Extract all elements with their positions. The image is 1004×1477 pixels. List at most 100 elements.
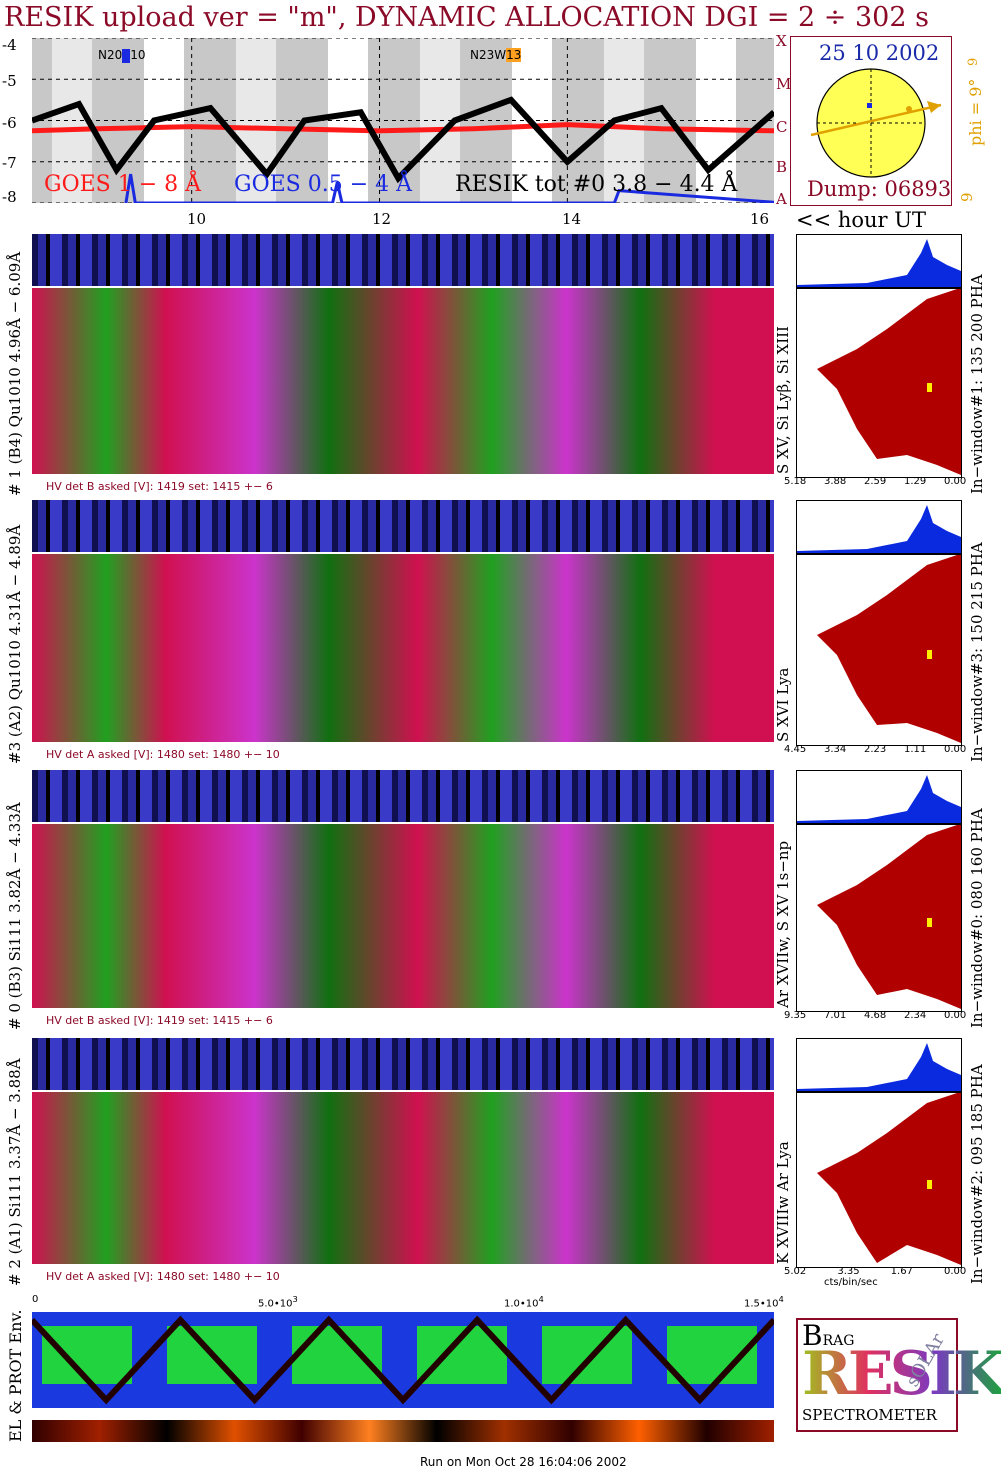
logo-word: RESIK xyxy=(802,1339,1004,1409)
spectrum-x-tick: 1.11 xyxy=(904,744,927,755)
pha-histogram xyxy=(796,770,962,824)
spectrum-x-tick: 3.88 xyxy=(824,476,847,487)
legend-goes-long: GOES 1 − 8 Å xyxy=(44,172,202,197)
env-label: EL & PROT Env. xyxy=(6,1309,25,1442)
pointing-marker xyxy=(867,103,872,108)
spectrum-x-tick: 2.34 xyxy=(904,1010,927,1021)
in-window-label: In−window#2: 095 185 PHA xyxy=(968,1064,986,1284)
hour-axis: 10 12 14 16 xyxy=(32,203,774,233)
pha-fill xyxy=(797,1043,961,1091)
spectrum-x-tick: 5.18 xyxy=(784,476,807,487)
hv-readout: HV det A asked [V]: 1480 set: 1480 +− 10 xyxy=(46,1270,280,1283)
hv-readout: HV det B asked [V]: 1419 set: 1415 +− 6 xyxy=(46,480,273,493)
region-a-marker xyxy=(122,48,131,63)
spectra-time-image xyxy=(32,288,774,474)
goes-lightcurve-panel xyxy=(32,38,774,203)
hour-tick: 16 xyxy=(750,210,770,228)
radiation-belt-band xyxy=(292,1326,382,1384)
particle-environment-panel xyxy=(32,1312,774,1408)
env-x-axis: 0 5.0•103 1.0•104 1.5•104 xyxy=(32,1292,784,1312)
env-x-tick: 1.5•104 xyxy=(744,1294,784,1310)
spectrum-x-axis: 5.02 3.35 1.67 0.00 cts/bin/sec xyxy=(784,1266,966,1288)
y-tick: -8 xyxy=(2,188,17,206)
phi-edge-label: 9 xyxy=(966,57,981,66)
pha-time-strip xyxy=(32,500,774,552)
flare-class-axis: X M C B A xyxy=(776,30,792,208)
in-window-label: In−window#3: 150 215 PHA xyxy=(968,542,986,762)
particle-environment-chart xyxy=(32,1315,774,1405)
hour-axis-label: << hour UT xyxy=(796,208,926,232)
detector-label: # 0 (B3) Si111 3.82Å − 4.33Å xyxy=(6,802,24,1030)
spectrum-profile xyxy=(796,554,962,746)
spectrum-fill xyxy=(817,825,961,1009)
spectrum-x-tick: 0.00 xyxy=(944,1010,967,1021)
resik-logo: BRAG RESIK sOLAr SPECTROMETER xyxy=(796,1318,1004,1432)
radiation-belt-band xyxy=(542,1326,632,1384)
pha-fill xyxy=(797,505,961,553)
class-label: X xyxy=(776,32,787,50)
series-line xyxy=(124,173,774,203)
y-tick: -4 xyxy=(2,36,17,54)
hv-readout: HV det B asked [V]: 1419 set: 1415 +− 6 xyxy=(46,1014,273,1027)
hour-tick: 10 xyxy=(187,210,207,228)
legend-goes-short: GOES 0.5 − 4 Å xyxy=(234,172,413,197)
class-label: C xyxy=(776,118,788,136)
y-tick: -7 xyxy=(2,154,17,172)
legend-resik-total: RESIK tot #0 3.8 − 4.4 Å xyxy=(455,172,738,197)
spectrum-x-tick: 1.29 xyxy=(904,476,927,487)
spectrum-x-tick: 7.01 xyxy=(824,1010,847,1021)
spectrum-x-tick: 3.35 xyxy=(837,1266,860,1277)
phi-label: phi = 9° xyxy=(966,78,985,146)
class-label: B xyxy=(776,158,788,176)
spectra-time-image xyxy=(32,824,774,1008)
logo-caption: SPECTROMETER xyxy=(802,1406,937,1424)
spectrum-x-axis: 9.35 7.01 4.68 2.34 0.00 xyxy=(784,1010,967,1024)
series-line xyxy=(32,96,774,184)
y-tick: -5 xyxy=(2,72,17,90)
spectrum-fill xyxy=(817,1093,961,1265)
spectrum-x-tick: 2.23 xyxy=(864,744,887,755)
spectra-time-image xyxy=(32,554,774,742)
sun-position-panel: 25 10 2002 Dump: 06893 xyxy=(790,36,952,206)
in-window-label: In−window#0: 080 160 PHA xyxy=(968,808,986,1028)
spectrum-profile xyxy=(796,824,962,1012)
detector-label: #3 (A2) Qu1010 4.31Å − 4.89Å xyxy=(6,524,24,764)
window-marker xyxy=(927,1180,932,1189)
spectrum-x-tick: 4.68 xyxy=(864,1010,887,1021)
goes-y-axis: -4 -5 -6 -7 -8 xyxy=(2,30,32,210)
pha-histogram xyxy=(796,1038,962,1092)
spectral-line-label: S XV, Si Lyβ, Si XIII xyxy=(774,326,792,474)
env-x-tick: 5.0•103 xyxy=(258,1294,298,1310)
spectrum-x-tick: 5.02 xyxy=(784,1266,807,1277)
active-region-a: N20 10 xyxy=(98,48,146,63)
spectrum-fill xyxy=(817,289,961,475)
pha-time-strip xyxy=(32,234,774,286)
spectrum-x-axis: 5.18 3.88 2.59 1.29 0.00 xyxy=(784,476,967,490)
class-label: M xyxy=(776,75,792,93)
in-window-label: In−window#1: 135 200 PHA xyxy=(968,274,986,494)
pha-fill xyxy=(797,775,961,823)
window-marker xyxy=(927,650,932,659)
window-marker xyxy=(927,383,932,392)
spectrum-profile xyxy=(796,288,962,478)
y-tick: -6 xyxy=(2,114,17,132)
spectrum-fill xyxy=(817,555,961,743)
spectrum-x-tick: 0.00 xyxy=(944,744,967,755)
detector-label: # 2 (A1) Si111 3.37Å − 3.88Å xyxy=(6,1058,24,1286)
spectrum-x-tick: 0.00 xyxy=(944,476,967,487)
phi-edge-label: 9 xyxy=(958,192,976,202)
spectrum-x-tick: 3.34 xyxy=(824,744,847,755)
pha-fill xyxy=(797,239,961,287)
pha-histogram xyxy=(796,234,962,288)
orbit-latitude-track xyxy=(32,1315,774,1405)
series-line xyxy=(32,122,774,134)
env-x-tick: 1.0•104 xyxy=(504,1294,544,1310)
spectrum-x-axis: 4.45 3.34 2.23 1.11 0.00 xyxy=(784,744,967,758)
phi-arrow xyxy=(810,103,942,137)
spectrum-x-tick: 4.45 xyxy=(784,744,807,755)
phi-dot xyxy=(906,106,912,112)
spectrum-x-tick: 1.67 xyxy=(890,1266,913,1277)
pha-time-strip xyxy=(32,770,774,822)
date-label: 25 10 2002 xyxy=(819,41,940,65)
sun-disk-chart xyxy=(810,68,942,178)
